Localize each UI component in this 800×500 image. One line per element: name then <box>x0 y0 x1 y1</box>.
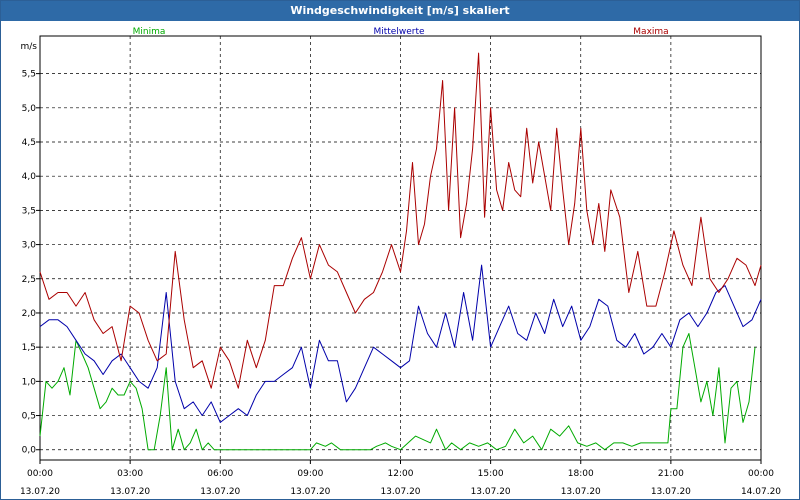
x-tick-time-label: 21:00 <box>658 469 684 479</box>
x-tick-date-label: 13.07.20 <box>20 487 60 497</box>
x-tick-time-label: 15:00 <box>478 469 504 479</box>
y-tick-label: 1,5 <box>22 343 36 353</box>
legend-maxima: Maxima <box>633 27 668 37</box>
x-tick-date-label: 13.07.20 <box>380 487 420 497</box>
legend-minima: Minima <box>133 27 166 37</box>
series-line-mittelwerte <box>39 264 762 423</box>
y-tick-label: 4,0 <box>22 172 37 182</box>
x-tick-date-label: 13.07.20 <box>561 487 601 497</box>
y-tick-label: 5,0 <box>22 104 37 114</box>
x-tick-date-label: 14.07.20 <box>741 487 781 497</box>
x-tick-date-label: 13.07.20 <box>110 487 150 497</box>
series-line-minima <box>39 333 756 451</box>
x-tick-date-label: 13.07.20 <box>200 487 240 497</box>
y-tick-label: 2,5 <box>22 275 36 285</box>
legend-mittelwerte: Mittelwerte <box>373 27 424 37</box>
x-tick-time-label: 09:00 <box>297 469 323 479</box>
y-tick-label: 0,0 <box>22 446 37 456</box>
y-axis-label: m/s <box>21 42 38 52</box>
y-tick-label: 4,5 <box>22 138 36 148</box>
x-tick-time-label: 06:00 <box>207 469 233 479</box>
y-tick-label: 3,0 <box>22 241 37 251</box>
series-line-maxima <box>39 52 762 389</box>
x-tick-date-label: 13.07.20 <box>651 487 691 497</box>
x-tick-time-label: 18:00 <box>568 469 594 479</box>
y-tick-label: 2,0 <box>22 309 37 319</box>
x-tick-time-label: 03:00 <box>117 469 143 479</box>
x-tick-date-label: 13.07.20 <box>471 487 511 497</box>
y-tick-label: 0,5 <box>22 412 36 422</box>
y-tick-label: 1,0 <box>22 377 37 387</box>
y-tick-label: 5,5 <box>22 70 36 80</box>
x-tick-time-label: 00:00 <box>27 469 53 479</box>
x-tick-time-label: 00:00 <box>748 469 774 479</box>
chart-title: Windgeschwindigkeit [m/s] skaliert <box>1 1 799 21</box>
y-tick-label: 3,5 <box>22 206 36 216</box>
x-tick-date-label: 13.07.20 <box>290 487 330 497</box>
x-tick-time-label: 12:00 <box>388 469 414 479</box>
